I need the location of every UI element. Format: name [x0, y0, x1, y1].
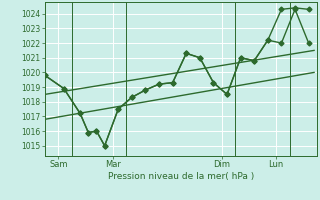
X-axis label: Pression niveau de la mer( hPa ): Pression niveau de la mer( hPa ): [108, 172, 254, 181]
